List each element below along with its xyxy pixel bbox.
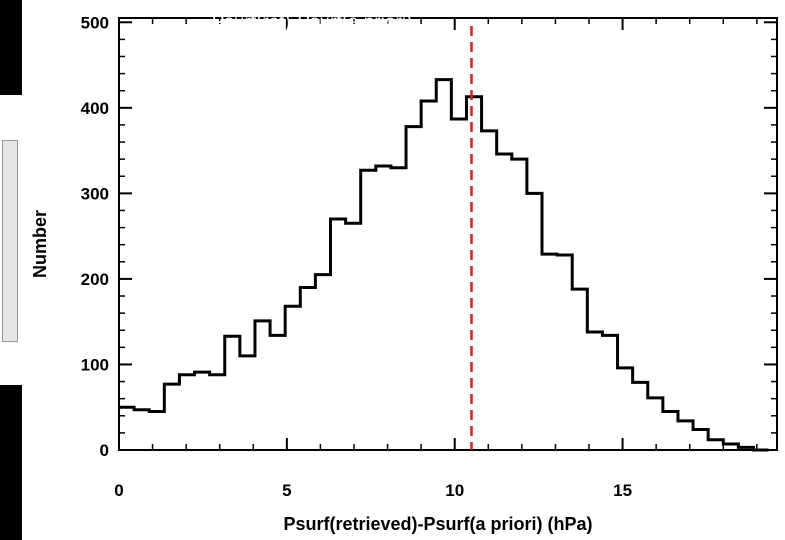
chart-area: 0 5 10 15 0 100 200 300 400 500 Psurf(ret)-Psurf… [22,0,785,540]
plot-border [118,17,778,451]
x-tick-label: 15 [613,481,632,500]
histogram-series [119,78,769,452]
y-tick-label: 200 [81,270,109,289]
plot-frame [118,17,778,451]
y-tick-label: 100 [81,355,109,374]
y-tick-label: 300 [81,184,109,203]
y-tick-label: 0 [100,441,109,460]
chart-title: Psurf(ret)-Psurf(a priori) [212,12,413,33]
x-tick-label: 5 [282,481,291,500]
axis-ticks [118,18,777,451]
left-side-panel-inner [2,140,18,342]
y-tick-labels: 0 100 200 300 400 500 [81,13,109,460]
y-axis-label: Number [30,210,50,278]
x-tick-labels: 0 5 10 15 [114,481,632,500]
histogram-chart: 0 5 10 15 0 100 200 300 400 500 Psurf(ret)-Psurf… [30,12,778,534]
x-tick-label: 10 [445,481,464,500]
x-axis-label: Psurf(retrieved)-Psurf(a priori) (hPa) [283,514,592,534]
left-side-panel [0,95,22,385]
y-tick-label: 500 [81,13,109,32]
x-tick-label: 0 [114,481,123,500]
y-tick-label: 400 [81,99,109,118]
